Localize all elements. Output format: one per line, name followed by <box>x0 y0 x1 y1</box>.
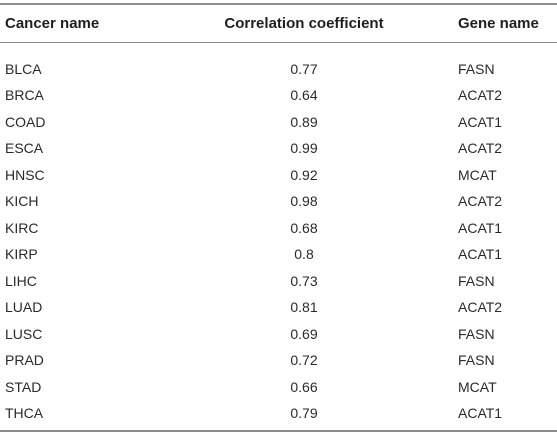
table-row: ESCA 0.99 ACAT2 <box>0 135 557 162</box>
table-bottom-rule <box>0 430 557 432</box>
cell-gene-name: MCAT <box>458 378 497 395</box>
cell-correlation: 0.8 <box>294 246 314 263</box>
cell-correlation: 0.89 <box>290 113 318 130</box>
cell-gene-name: FASN <box>458 352 495 369</box>
cell-cancer-name: HNSC <box>5 166 45 183</box>
table-row: LUSC 0.69 FASN <box>0 321 557 348</box>
cell-gene-name: ACAT2 <box>458 87 503 104</box>
cell-gene-name: ACAT2 <box>458 193 503 210</box>
table-row: PRAD 0.72 FASN <box>0 347 557 374</box>
table-row: BLCA 0.77 FASN <box>0 43 557 83</box>
cell-gene-name: ACAT1 <box>458 405 503 422</box>
cell-cancer-name: STAD <box>5 378 42 395</box>
table-row: HNSC 0.92 MCAT <box>0 162 557 189</box>
cell-correlation: 0.68 <box>290 219 318 236</box>
cell-correlation: 0.77 <box>290 60 318 77</box>
cell-cancer-name: LUAD <box>5 299 43 316</box>
cell-gene-name: ACAT2 <box>458 140 503 157</box>
table-row: KIRP 0.8 ACAT1 <box>0 241 557 268</box>
cell-cancer-name: KICH <box>5 193 39 210</box>
cell-cancer-name: LIHC <box>5 272 37 289</box>
cell-correlation: 0.73 <box>290 272 318 289</box>
cell-gene-name: FASN <box>458 325 495 342</box>
cell-cancer-name: ESCA <box>5 140 44 157</box>
cell-correlation: 0.69 <box>290 325 318 342</box>
cell-cancer-name: BRCA <box>5 87 44 104</box>
cell-gene-name: MCAT <box>458 166 497 183</box>
cell-correlation: 0.92 <box>290 166 318 183</box>
table-row: KIRC 0.68 ACAT1 <box>0 215 557 242</box>
cell-gene-name: ACAT2 <box>458 299 503 316</box>
cell-correlation: 0.72 <box>290 352 318 369</box>
cell-correlation: 0.64 <box>290 87 318 104</box>
cell-cancer-name: THCA <box>5 405 44 422</box>
cell-cancer-name: LUSC <box>5 325 43 342</box>
table-row: BRCA 0.64 ACAT2 <box>0 82 557 109</box>
cell-cancer-name: BLCA <box>5 60 42 77</box>
cell-cancer-name: KIRP <box>5 246 38 263</box>
cell-gene-name: ACAT1 <box>458 219 503 236</box>
cell-cancer-name: KIRC <box>5 219 39 236</box>
header-gene-name: Gene name <box>458 15 539 32</box>
cell-gene-name: FASN <box>458 60 495 77</box>
cell-correlation: 0.98 <box>290 193 318 210</box>
cell-correlation: 0.79 <box>290 405 318 422</box>
header-row: Cancer name Correlation coefficient Gene… <box>0 4 557 43</box>
cell-gene-name: ACAT1 <box>458 113 503 130</box>
cell-correlation: 0.66 <box>290 378 318 395</box>
table-row: THCA 0.79 ACAT1 <box>0 400 557 427</box>
cell-cancer-name: PRAD <box>5 352 44 369</box>
header-cancer-name: Cancer name <box>5 15 100 32</box>
table-row: LIHC 0.73 FASN <box>0 268 557 295</box>
table-row: LUAD 0.81 ACAT2 <box>0 294 557 321</box>
table-header: Cancer name Correlation coefficient Gene… <box>0 4 557 43</box>
cell-gene-name: ACAT1 <box>458 246 503 263</box>
table-row: COAD 0.89 ACAT1 <box>0 109 557 136</box>
table-body: BLCA 0.77 FASN BRCA 0.64 ACAT2 COAD 0.89… <box>0 43 557 427</box>
header-correlation-coefficient: Correlation coefficient <box>224 15 384 32</box>
correlation-table: Cancer name Correlation coefficient Gene… <box>0 3 557 427</box>
cell-cancer-name: COAD <box>5 113 46 130</box>
cell-gene-name: FASN <box>458 272 495 289</box>
cell-correlation: 0.81 <box>290 299 318 316</box>
cell-correlation: 0.99 <box>290 140 318 157</box>
table-row: KICH 0.98 ACAT2 <box>0 188 557 215</box>
table-row: STAD 0.66 MCAT <box>0 374 557 401</box>
